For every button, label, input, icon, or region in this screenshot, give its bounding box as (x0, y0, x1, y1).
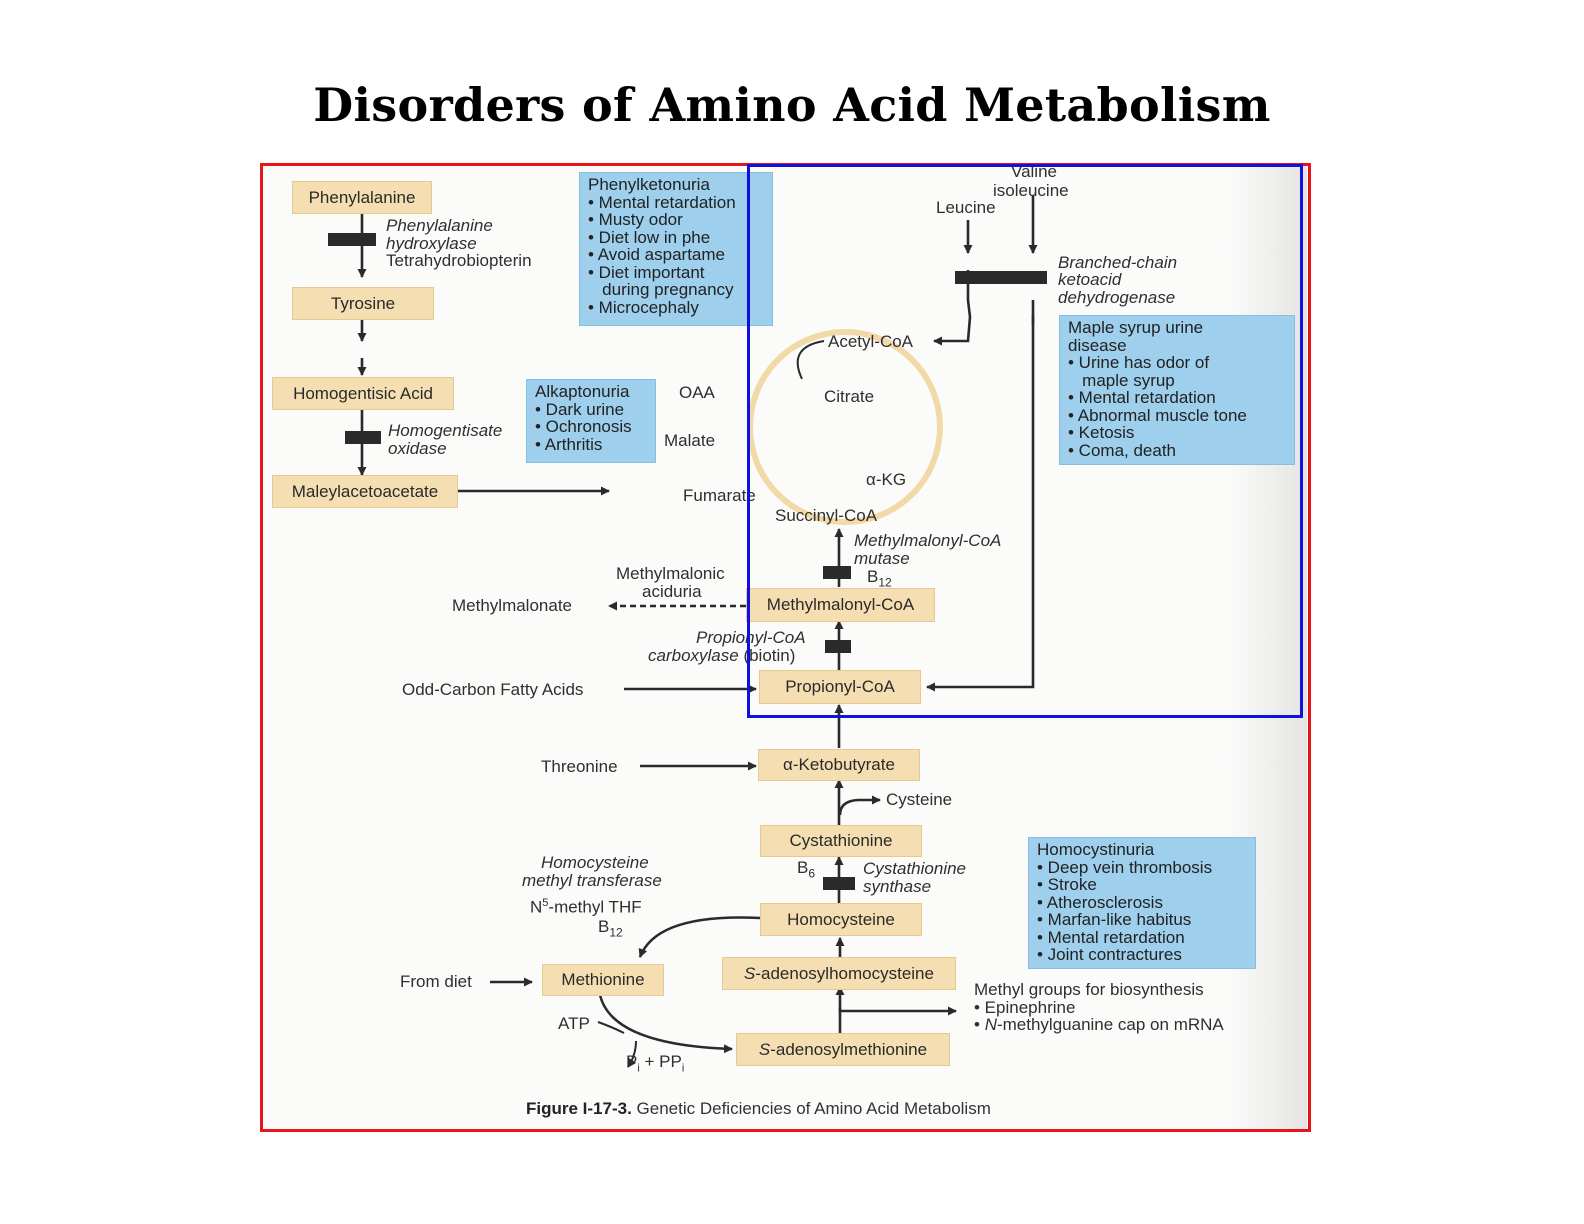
label-citrate: Citrate (824, 387, 875, 406)
note-item: • Atherosclerosis (1037, 892, 1163, 912)
label-atp: ATP (558, 1014, 590, 1033)
label-b12-cofactor: B12 (867, 567, 892, 590)
label-methylmalonyl-coa-mutase: Methylmalonyl-CoA (854, 531, 1002, 550)
note-item: • Ketosis (1068, 423, 1135, 442)
label-n5-methyl-thf: N5-methyl THF (530, 897, 642, 917)
label-malate: Malate (664, 431, 716, 450)
note-item: • Mental retardation (588, 192, 736, 212)
label-acetyl-coa: Acetyl-CoA (828, 332, 914, 351)
node-phenylalanine: Phenylalanine (292, 181, 432, 214)
label-homogentisate-oxidase: oxidase (388, 439, 447, 458)
enzyme-block-hgo (345, 431, 381, 444)
label-odd-carbon-fatty-acids: Odd-Carbon Fatty Acids (402, 680, 584, 699)
note-title: Homocystinuria (1037, 840, 1155, 859)
node-cystathionine: Cystathionine (760, 825, 922, 857)
note-item: • Microcephaly (588, 297, 699, 317)
label-oaa: OAA (679, 383, 715, 402)
label-phenylalanine-hydroxylase: hydroxylase (386, 234, 477, 253)
pathway-figure: Phenylalanine Tyrosine Homogentisic Acid… (262, 165, 1307, 1129)
note-homocystinuria: Homocystinuria • Deep vein thrombosis • … (1028, 837, 1256, 969)
enzyme-block-pcc (825, 640, 851, 653)
label-phenylalanine-hydroxylase: Phenylalanine (386, 216, 493, 235)
node-methionine: Methionine (542, 964, 664, 996)
label-alpha-kg: α-KG (866, 470, 907, 489)
note-item: maple syrup (1068, 370, 1175, 390)
label-homocysteine-methyl-transferase: Homocysteine (541, 853, 649, 872)
figure-caption: Figure I-17-3. Genetic Deficiencies of A… (526, 1099, 991, 1118)
note-item: • Mental retardation (1068, 388, 1216, 407)
label-cystathionine-synthase: Cystathionine (863, 859, 967, 878)
note-item: • Deep vein thrombosis (1037, 857, 1213, 877)
label-propionyl-coa-carboxylase: Propionyl-CoA (696, 628, 806, 647)
note-alkaptonuria: Alkaptonuria • Dark urine • Ochronosis •… (526, 379, 656, 463)
node-maleylacetoacetate: Maleylacetoacetate (272, 475, 458, 508)
note-item: • Diet low in phe (588, 227, 711, 247)
note-title: Maple syrup urine (1068, 318, 1204, 337)
note-item: during pregnancy (588, 280, 734, 299)
node-s-adenosylmethionine: S -adenosylmethionine (736, 1033, 950, 1066)
node-alpha-ketobutyrate: α-Ketobutyrate (758, 749, 920, 781)
label-threonine: Threonine (541, 757, 618, 776)
node-methylmalonyl-coa: Methylmalonyl-CoA (746, 588, 935, 622)
note-item: • Dark urine (535, 399, 625, 419)
label-cysteine: Cysteine (886, 790, 953, 809)
label-b12-cofactor: B12 (598, 917, 623, 940)
note-title: disease (1068, 335, 1127, 355)
note-item: • Coma, death (1068, 440, 1177, 460)
label-cystathionine-synthase: synthase (863, 877, 932, 896)
node-tyrosine: Tyrosine (292, 287, 434, 320)
label-epinephrine: • Epinephrine (974, 998, 1076, 1017)
label-methylmalonic-aciduria: Methylmalonic (616, 564, 725, 583)
enzyme-block-mutase (823, 566, 851, 579)
label-methyl-groups: Methyl groups for biosynthesis (974, 980, 1204, 999)
label-leucine: Leucine (936, 198, 996, 217)
enzyme-block-bckd (955, 271, 1047, 284)
page-title: Disorders of Amino Acid Metabolism (313, 78, 1271, 132)
note-item: • Joint contractures (1037, 945, 1182, 964)
label-branched-chain-ketoacid-dehydrogenase: ketoacid (1058, 270, 1122, 289)
label-branched-chain-ketoacid-dehydrogenase: dehydrogenase (1058, 288, 1176, 307)
note-item: • Marfan-like habitus (1037, 910, 1192, 929)
pathway-connectors (328, 195, 1047, 1068)
note-item: • Urine has odor of (1068, 353, 1210, 372)
label-homogentisate-oxidase: Homogentisate (388, 421, 503, 440)
note-item: • Diet important (588, 262, 705, 282)
note-item: • Avoid aspartame (588, 245, 725, 264)
note-title: Phenylketonuria (588, 175, 710, 194)
note-item: • Arthritis (535, 434, 603, 454)
label-from-diet: From diet (400, 972, 472, 991)
node-homocysteine: Homocysteine (760, 903, 922, 936)
label-b6-cofactor: B6 (797, 858, 816, 881)
enzyme-block-cbs (823, 877, 855, 890)
label-isoleucine: isoleucine (993, 181, 1069, 200)
label-methylmalonic-aciduria: aciduria (642, 582, 702, 601)
node-homogentisic-acid: Homogentisic Acid (272, 377, 454, 410)
note-item: • Stroke (1037, 875, 1097, 894)
note-maple-syrup-urine-disease: Maple syrup urine disease • Urine has od… (1059, 315, 1295, 465)
label-homocysteine-methyl-transferase: methyl transferase (522, 871, 662, 890)
note-item: • Musty odor (588, 210, 683, 229)
enzyme-block-phe (328, 233, 376, 246)
label-succinyl-coa: Succinyl-CoA (775, 506, 878, 525)
label-fumarate: Fumarate (683, 486, 756, 505)
label-propionyl-coa-carboxylase: carboxylase (biotin) (648, 646, 796, 665)
node-s-adenosylhomocysteine: S -adenosylhomocysteine (722, 957, 956, 990)
note-item: • Mental retardation (1037, 927, 1185, 947)
tca-cycle-ring (747, 329, 943, 525)
label-pi-ppi: Pi + PPi (626, 1052, 685, 1075)
note-item: • Ochronosis (535, 417, 632, 436)
note-item: • Abnormal muscle tone (1068, 405, 1247, 425)
label-mrna-cap: • N-methylguanine cap on mRNA (974, 1015, 1224, 1034)
note-phenylketonuria: Phenylketonuria • Mental retardation • M… (579, 172, 773, 326)
label-methylmalonyl-coa-mutase: mutase (854, 549, 910, 568)
note-title: Alkaptonuria (535, 382, 630, 401)
label-branched-chain-ketoacid-dehydrogenase: Branched-chain (1058, 253, 1178, 272)
label-valine: Valine (1011, 165, 1057, 181)
label-tetrahydrobiopterin: Tetrahydrobiopterin (386, 251, 532, 270)
node-propionyl-coa: Propionyl-CoA (759, 670, 921, 704)
label-methylmalonate: Methylmalonate (452, 596, 573, 615)
